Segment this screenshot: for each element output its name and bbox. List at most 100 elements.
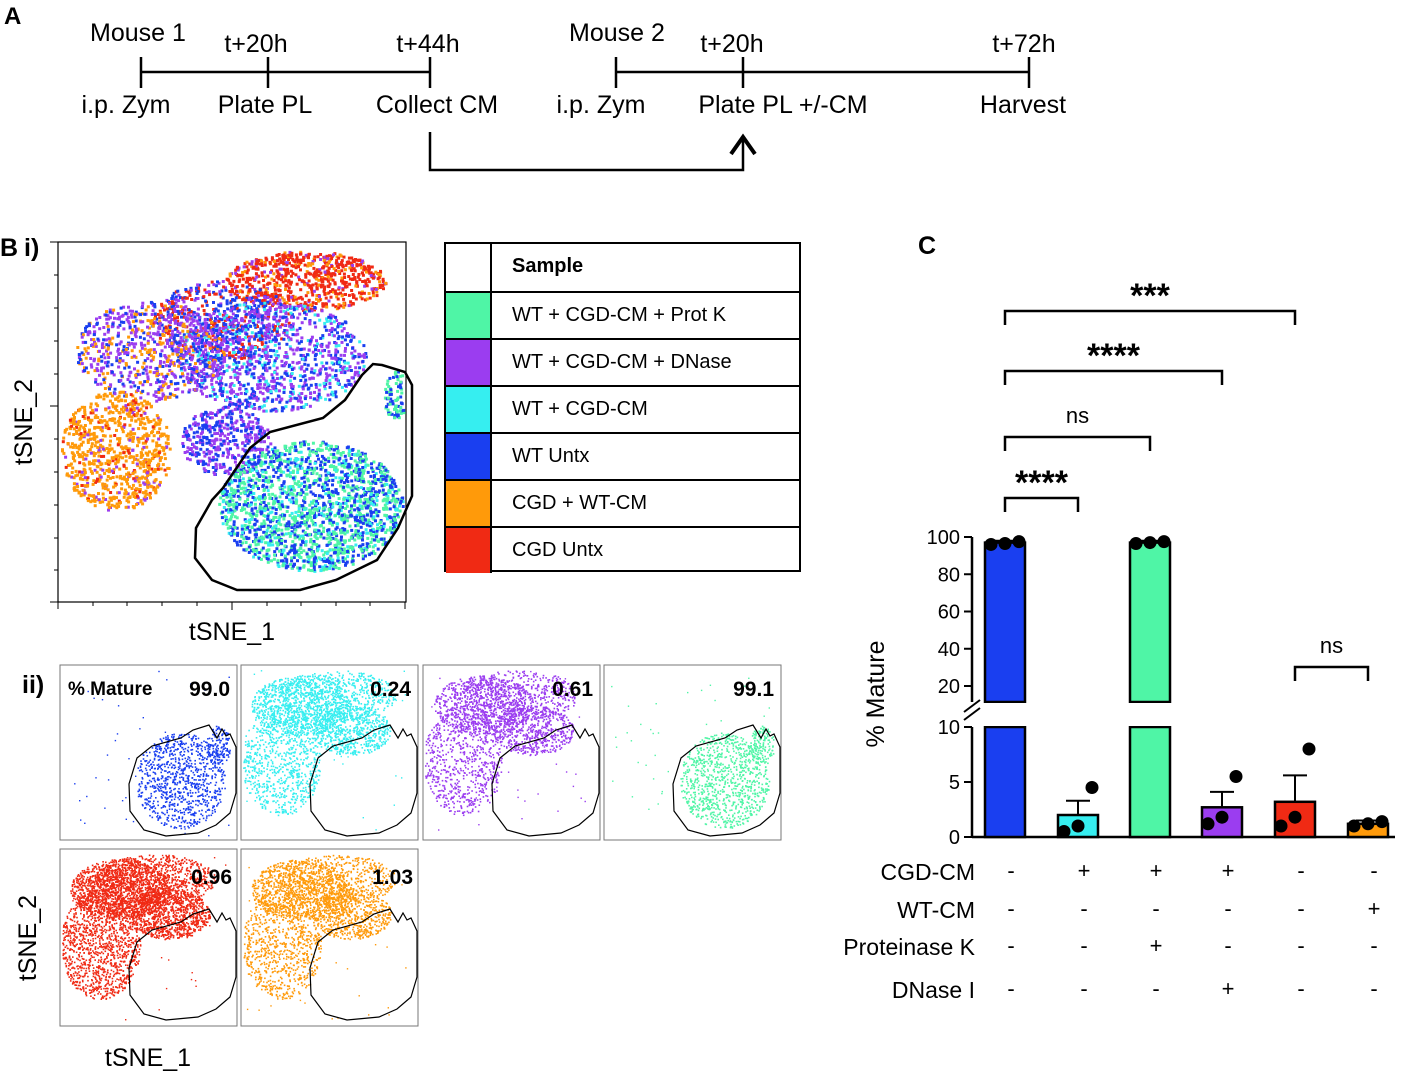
main-tsne-xlabel: tSNE_1	[189, 618, 275, 646]
small-tsne-plots: % Mature 99.0 0.24 0.61 99.1 0.96	[60, 665, 781, 1026]
condition-mark: -	[1152, 896, 1159, 921]
data-point	[1216, 811, 1229, 824]
legend-label-dnase: WT + CGD-CM + DNase	[512, 340, 732, 385]
legend-row-wt-untx: WT Untx	[446, 432, 799, 479]
timeline-2-time-72h: t+72h	[992, 30, 1055, 58]
transfer-arrow	[430, 132, 755, 170]
legend-row-cgd-untx: CGD Untx	[446, 526, 799, 573]
sample-legend: Sample WT + CGD-CM + Prot K WT + CGD-CM …	[444, 242, 801, 572]
timeline-1-event-collect: Collect CM	[376, 91, 498, 119]
condition-mark: +	[1368, 896, 1381, 921]
bar-upper-segment	[985, 543, 1025, 702]
legend-swatch-wt-untx	[446, 434, 492, 479]
condition-mark: +	[1078, 858, 1091, 883]
condition-mark: -	[1297, 976, 1304, 1001]
condition-mark: -	[1297, 858, 1304, 883]
main-tsne-x-ticks	[58, 602, 405, 610]
data-point	[1072, 820, 1085, 833]
condition-mark: +	[1150, 933, 1163, 958]
data-point	[1130, 537, 1143, 550]
condition-row-label: DNase I	[892, 977, 975, 1003]
bar-break-gap	[1127, 703, 1173, 726]
condition-row-label: CGD-CM	[880, 859, 975, 885]
main-tsne-ylabel: tSNE_2	[10, 379, 38, 465]
data-point	[1144, 536, 1157, 549]
data-point	[999, 537, 1012, 550]
legend-row-prot-k: WT + CGD-CM + Prot K	[446, 291, 799, 338]
small-plot-value-cgd-untx: 0.96	[191, 866, 232, 889]
small-plot-value-wt-cgd-cm-dnase: 0.61	[552, 678, 593, 701]
legend-label-cgd-wt-cm: CGD + WT-CM	[512, 481, 647, 526]
condition-mark: +	[1222, 976, 1235, 1001]
y-tick-label: 100	[927, 527, 960, 549]
small-plot-wt-untx: % Mature 99.0	[60, 665, 237, 840]
small-plot-wt-cgd-cm-protk: 99.1	[604, 665, 781, 840]
panel-b-i-label: i)	[24, 234, 39, 262]
timeline-1-event-plate: Plate PL	[218, 91, 313, 119]
small-plot-value-wt-untx: 99.0	[189, 678, 230, 701]
data-point	[1086, 781, 1099, 794]
significance-bracket	[1005, 437, 1150, 451]
timeline-1-time-20h: t+20h	[224, 30, 287, 58]
data-point	[1289, 811, 1302, 824]
timeline-1-mouse-label: Mouse 1	[90, 19, 186, 47]
significance-label: ns	[1066, 403, 1089, 428]
significance-label: ***	[1130, 277, 1170, 315]
bar-upper-segment	[1130, 543, 1170, 702]
condition-mark: -	[1297, 933, 1304, 958]
legend-header-swatch	[446, 244, 492, 291]
legend-label-prot-k: WT + CGD-CM + Prot K	[512, 293, 726, 338]
y-tick-label: 80	[938, 564, 960, 586]
small-plot-value-cgd-wt-cm: 1.03	[372, 866, 413, 889]
legend-label-cgd-cm: WT + CGD-CM	[512, 387, 648, 432]
legend-label-cgd-untx: CGD Untx	[512, 528, 603, 573]
condition-row-label: WT-CM	[897, 897, 975, 923]
condition-mark: +	[1150, 858, 1163, 883]
condition-mark: -	[1224, 896, 1231, 921]
legend-swatch-cgd-cm	[446, 387, 492, 432]
condition-mark: -	[1080, 933, 1087, 958]
y-tick-label: 20	[938, 676, 960, 698]
condition-mark: -	[1080, 976, 1087, 1001]
legend-row-cgd-wt-cm: CGD + WT-CM	[446, 479, 799, 526]
small-plot-cgd-wt-cm: 1.03	[241, 849, 418, 1026]
condition-mark: -	[1370, 858, 1377, 883]
y-tick-label: 40	[938, 639, 960, 661]
timeline-2-event-plate: Plate PL +/-CM	[698, 91, 867, 119]
small-plots-xlabel: tSNE_1	[105, 1044, 191, 1072]
condition-mark: -	[1370, 976, 1377, 1001]
panel-b-ii-label: ii)	[22, 671, 44, 699]
condition-mark: -	[1007, 933, 1014, 958]
bar-break-gap	[982, 703, 1028, 726]
small-plot-mature-title: % Mature	[68, 679, 152, 700]
timeline-2-event-harvest: Harvest	[980, 91, 1066, 119]
data-point	[1303, 743, 1316, 756]
data-point	[1202, 817, 1215, 830]
condition-mark: -	[1080, 896, 1087, 921]
timeline-mouse-2: Mouse 2 t+20h t+72h i.p. Zym Plate PL +/…	[557, 19, 1067, 119]
data-point	[1362, 817, 1375, 830]
timeline-2-time-20h: t+20h	[700, 30, 763, 58]
small-plot-wt-cgd-cm: 0.24	[241, 665, 418, 840]
main-tsne-y-ticks	[50, 242, 58, 602]
condition-mark: -	[1370, 933, 1377, 958]
panel-b-label: B	[0, 234, 18, 262]
small-plot-wt-cgd-cm-dnase: 0.61	[423, 665, 600, 840]
small-plot-value-wt-cgd-cm-protk: 99.1	[733, 678, 774, 701]
legend-row-cgd-cm: WT + CGD-CM	[446, 385, 799, 432]
condition-mark: -	[1007, 976, 1014, 1001]
condition-mark: -	[1224, 933, 1231, 958]
data-point	[985, 538, 998, 551]
condition-table: CGD-CM - + + + - - WT-CM - - - - - + Proteinase K - - + - -…	[843, 858, 1380, 1003]
timeline-mouse-1: Mouse 1 t+20h t+44h i.p. Zym Plate PL Co…	[82, 19, 499, 119]
significance-label: ****	[1015, 464, 1069, 502]
data-point	[1058, 825, 1071, 838]
data-point	[1230, 770, 1243, 783]
condition-row-label: Proteinase K	[843, 934, 975, 960]
small-plot-cgd-untx: 0.96	[60, 849, 237, 1026]
timeline-2-mouse-label: Mouse 2	[569, 19, 665, 47]
significance-label: ****	[1087, 337, 1141, 375]
y-tick-label: 5	[949, 772, 960, 794]
bar-chart-ylabel: % Mature	[862, 641, 890, 748]
